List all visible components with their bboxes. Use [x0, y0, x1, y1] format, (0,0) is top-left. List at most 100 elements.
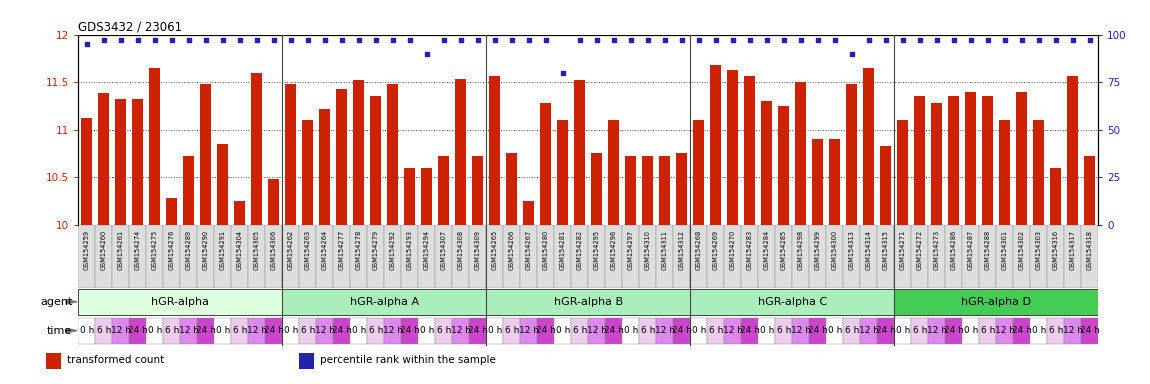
Bar	[421, 168, 432, 225]
Bar	[248, 225, 266, 288]
Bar	[673, 225, 690, 288]
Text: GSM154280: GSM154280	[543, 230, 549, 270]
Text: 12 h: 12 h	[586, 326, 607, 335]
Text: 6 h: 6 h	[97, 326, 110, 335]
Bar	[129, 318, 146, 344]
Text: GSM154302: GSM154302	[1019, 230, 1025, 270]
Text: GSM154296: GSM154296	[611, 230, 616, 270]
Polygon shape	[66, 328, 77, 333]
Bar	[200, 84, 212, 225]
Point	[435, 37, 453, 43]
Point	[791, 37, 810, 43]
Point	[94, 37, 113, 43]
Text: 24 h: 24 h	[1080, 326, 1099, 335]
Bar	[181, 225, 197, 288]
Bar	[520, 225, 537, 288]
Bar	[999, 120, 1010, 225]
Bar	[914, 96, 926, 225]
Text: GSM154263: GSM154263	[305, 230, 310, 270]
Bar	[895, 318, 911, 344]
Bar	[316, 318, 333, 344]
Text: GSM154288: GSM154288	[984, 230, 991, 270]
Bar	[336, 89, 347, 225]
Text: GSM154291: GSM154291	[220, 230, 225, 270]
Bar	[775, 225, 792, 288]
Bar	[980, 225, 996, 288]
Bar	[877, 225, 895, 288]
Text: 6 h: 6 h	[641, 326, 654, 335]
Bar	[1013, 225, 1030, 288]
Bar	[996, 225, 1013, 288]
Point	[332, 37, 351, 43]
Text: GSM154310: GSM154310	[645, 230, 651, 270]
Text: agent: agent	[40, 297, 72, 307]
Bar	[163, 225, 181, 288]
Bar	[231, 225, 248, 288]
Point	[588, 37, 606, 43]
Bar	[370, 96, 382, 225]
Bar	[779, 106, 789, 225]
Bar	[843, 318, 860, 344]
Bar	[982, 96, 994, 225]
Bar	[78, 290, 282, 315]
Bar	[520, 318, 537, 344]
Text: 12 h: 12 h	[654, 326, 675, 335]
Bar	[469, 318, 486, 344]
Point	[961, 37, 980, 43]
Point	[417, 50, 436, 56]
Bar	[605, 225, 622, 288]
Bar	[353, 80, 365, 225]
Text: GSM154265: GSM154265	[492, 230, 498, 270]
Point	[146, 37, 164, 43]
Bar	[911, 225, 928, 288]
Bar	[351, 318, 367, 344]
Bar	[384, 225, 401, 288]
Bar	[214, 225, 231, 288]
Bar	[932, 103, 942, 225]
Bar	[792, 318, 810, 344]
Text: 12 h: 12 h	[247, 326, 267, 335]
Text: GSM154271: GSM154271	[899, 230, 906, 270]
Bar	[795, 82, 806, 225]
Text: GSM154312: GSM154312	[678, 230, 684, 270]
Text: 0 h: 0 h	[1032, 326, 1046, 335]
Text: GSM154294: GSM154294	[423, 230, 430, 270]
Bar	[150, 68, 160, 225]
Bar	[231, 318, 248, 344]
Bar	[1030, 318, 1048, 344]
Text: GSM154286: GSM154286	[951, 230, 957, 270]
Text: 0 h: 0 h	[488, 326, 501, 335]
Bar	[113, 318, 129, 344]
Point	[77, 41, 95, 47]
Text: 0 h: 0 h	[691, 326, 706, 335]
Bar	[486, 290, 690, 315]
Bar	[826, 318, 843, 344]
Bar	[1067, 76, 1079, 225]
Bar	[78, 225, 95, 288]
Bar	[132, 99, 144, 225]
Point	[553, 70, 572, 76]
Bar	[506, 153, 518, 225]
Bar	[419, 318, 435, 344]
Bar	[608, 120, 619, 225]
Bar	[880, 146, 891, 225]
Bar	[384, 318, 401, 344]
Bar	[285, 84, 297, 225]
Bar	[1081, 318, 1098, 344]
Bar	[711, 65, 721, 225]
Point	[741, 37, 759, 43]
Bar	[860, 225, 877, 288]
Text: 12 h: 12 h	[927, 326, 946, 335]
Bar	[540, 103, 551, 225]
Point	[468, 37, 486, 43]
Point	[996, 37, 1014, 43]
Bar	[401, 318, 419, 344]
Bar	[299, 225, 316, 288]
Text: GSM154305: GSM154305	[254, 230, 260, 270]
Point	[112, 37, 130, 43]
Bar	[320, 109, 330, 225]
Bar	[945, 225, 963, 288]
Bar	[523, 201, 535, 225]
Text: GSM154295: GSM154295	[593, 230, 600, 270]
Text: 24 h: 24 h	[196, 326, 216, 335]
